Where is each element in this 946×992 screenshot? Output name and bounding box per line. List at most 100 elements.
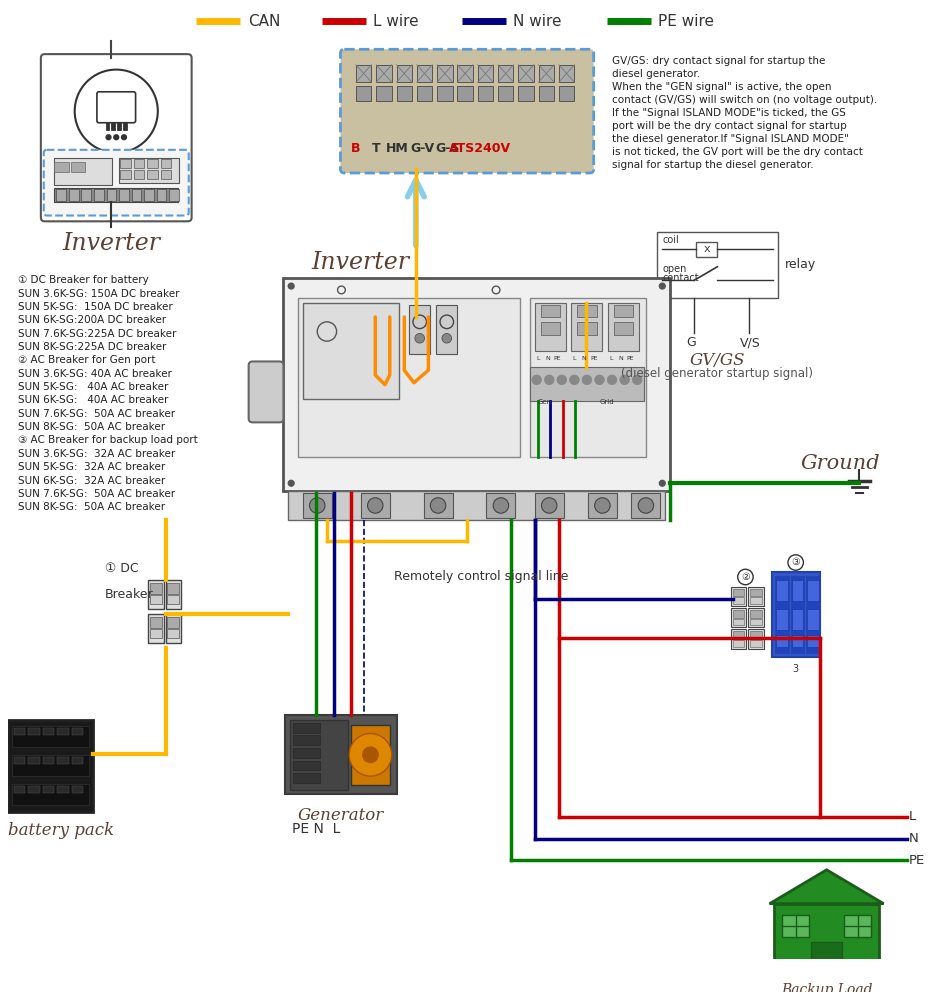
Bar [782, 916, 809, 936]
Text: PE N  L: PE N L [292, 821, 341, 835]
Circle shape [659, 480, 665, 486]
Text: SUN 8K-SG:225A DC breaker: SUN 8K-SG:225A DC breaker [18, 342, 166, 352]
Bar [150, 617, 162, 628]
Bar [791, 576, 804, 654]
Text: L: L [535, 356, 539, 361]
Circle shape [544, 375, 554, 385]
Bar [107, 189, 116, 201]
Circle shape [557, 375, 567, 385]
Bar [750, 597, 762, 604]
Circle shape [309, 498, 325, 513]
Bar [54, 163, 69, 172]
Bar [72, 757, 83, 765]
Bar [157, 189, 166, 201]
Bar [777, 609, 788, 630]
Bar [286, 715, 396, 795]
Text: SUN 6K-SG:   40A AC breaker: SUN 6K-SG: 40A AC breaker [18, 396, 168, 406]
FancyBboxPatch shape [341, 50, 594, 173]
Bar [133, 160, 145, 169]
Circle shape [595, 498, 610, 513]
Text: GV/GS: dry contact signal for startup the: GV/GS: dry contact signal for startup th… [612, 57, 826, 66]
Bar [417, 64, 432, 82]
Text: diesel generator.: diesel generator. [612, 69, 700, 79]
Circle shape [569, 375, 579, 385]
Bar [750, 619, 762, 625]
Bar [396, 64, 412, 82]
Bar [750, 588, 762, 596]
Circle shape [121, 135, 127, 140]
Bar [54, 188, 178, 202]
Text: signal for startup the diesel generator.: signal for startup the diesel generator. [612, 161, 814, 171]
Text: N: N [545, 356, 550, 361]
Text: N: N [582, 356, 587, 361]
Bar [498, 64, 514, 82]
Bar [117, 123, 121, 130]
Bar [57, 189, 66, 201]
Bar [14, 786, 26, 794]
Bar [58, 757, 69, 765]
Bar [436, 306, 458, 354]
Bar [733, 588, 745, 596]
Text: SUN 8K-SG:  50A AC breaker: SUN 8K-SG: 50A AC breaker [18, 502, 165, 512]
Text: port will be the dry contact signal for startup: port will be the dry contact signal for … [612, 121, 847, 131]
Text: SUN 3.6K-SG: 150A DC breaker: SUN 3.6K-SG: 150A DC breaker [18, 289, 179, 299]
Bar [518, 86, 534, 101]
Text: HM: HM [386, 142, 409, 155]
Bar [478, 64, 493, 82]
Bar [360, 493, 390, 518]
Bar [148, 170, 158, 179]
Bar [559, 86, 574, 101]
Text: SUN 5K-SG:  32A AC breaker: SUN 5K-SG: 32A AC breaker [18, 462, 165, 472]
Bar [614, 321, 633, 335]
Bar [577, 306, 597, 317]
Bar [540, 306, 560, 317]
Circle shape [349, 733, 392, 776]
Bar [120, 170, 131, 179]
Bar [458, 86, 473, 101]
Bar [293, 773, 320, 783]
Bar [356, 64, 372, 82]
Text: SUN 7.6K-SG:  50A AC breaker: SUN 7.6K-SG: 50A AC breaker [18, 409, 175, 419]
Bar [792, 635, 803, 647]
Bar [293, 735, 320, 745]
Bar [748, 586, 763, 606]
Bar [409, 306, 430, 354]
Bar [150, 582, 162, 594]
Circle shape [607, 375, 617, 385]
Text: contact (GV/GS) will switch on (no voltage output).: contact (GV/GS) will switch on (no volta… [612, 95, 877, 105]
Bar [748, 608, 763, 627]
Bar [807, 580, 819, 601]
Bar [71, 163, 85, 172]
Bar [123, 123, 127, 130]
FancyBboxPatch shape [249, 361, 284, 423]
Bar [377, 86, 392, 101]
Bar [58, 786, 69, 794]
Bar [351, 725, 390, 785]
Bar [167, 595, 179, 604]
Bar [12, 726, 89, 747]
Text: N wire: N wire [514, 14, 562, 29]
Circle shape [639, 498, 654, 513]
Bar [14, 728, 26, 735]
Bar [530, 367, 644, 401]
Bar [298, 298, 520, 457]
Bar [417, 86, 432, 101]
Bar [733, 610, 745, 618]
Bar [696, 242, 717, 257]
Text: L: L [909, 810, 916, 823]
Bar [750, 610, 762, 618]
Text: L: L [609, 356, 613, 361]
Bar [478, 86, 493, 101]
Text: coil: coil [662, 235, 679, 245]
Bar [150, 629, 162, 638]
Text: L wire: L wire [374, 14, 419, 29]
Bar [94, 189, 104, 201]
Bar [518, 64, 534, 82]
Bar [458, 64, 473, 82]
Text: SUN 8K-SG:  50A AC breaker: SUN 8K-SG: 50A AC breaker [18, 423, 165, 433]
FancyBboxPatch shape [44, 150, 189, 215]
Bar [486, 493, 516, 518]
Bar [72, 728, 83, 735]
Bar [290, 720, 348, 790]
Circle shape [362, 747, 378, 763]
